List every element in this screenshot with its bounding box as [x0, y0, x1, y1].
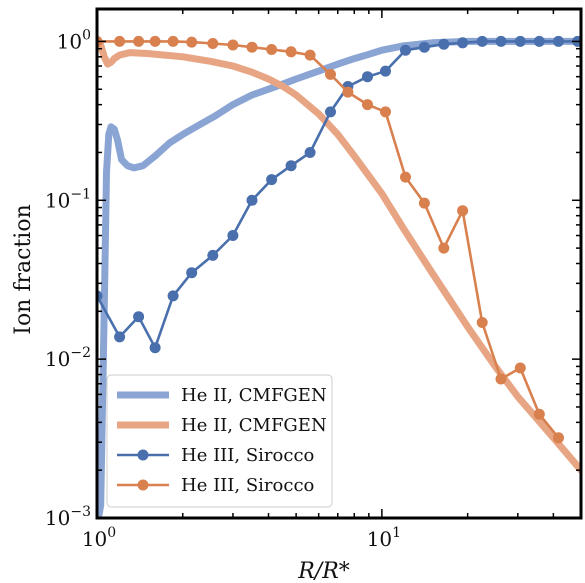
ticks-layer: 10−3 10−2 10−1 100 100 101	[45, 9, 582, 551]
series-2-point	[266, 174, 278, 186]
series-2-point	[553, 35, 564, 47]
series-2-point	[114, 331, 126, 343]
series-3-point	[207, 38, 219, 49]
series-2-point	[133, 311, 145, 323]
y-axis-label: Ion fraction	[11, 204, 36, 335]
series-2-point	[227, 230, 239, 241]
series-3-point	[114, 35, 126, 47]
series-2-point	[167, 290, 179, 302]
y-tick-label: 10−1	[45, 186, 91, 212]
legend-label-2: He III, Sirocco	[181, 445, 314, 466]
series-3-point	[149, 35, 161, 47]
series-3-point	[266, 44, 278, 55]
x-tick-label: 100	[82, 525, 116, 551]
series-3-point	[246, 41, 258, 53]
series-3-point	[438, 242, 450, 254]
x-tick-label: 101	[367, 525, 401, 551]
legend-marker-3	[137, 479, 149, 491]
y-tick-label: 100	[57, 27, 91, 53]
series-line-0	[97, 37, 581, 518]
series-3-point	[533, 408, 545, 420]
series-2-point	[418, 41, 430, 53]
series-3-point	[186, 36, 198, 48]
legend-box	[106, 374, 333, 508]
y-tick-label: 10−3	[45, 504, 91, 530]
y-tick-label: 10−2	[45, 345, 91, 371]
series-3-point	[495, 373, 507, 385]
legend-label-0: He II, CMFGEN	[181, 385, 327, 406]
series-2-point	[533, 35, 545, 47]
series-2-point	[495, 35, 507, 47]
series-3-point	[285, 46, 297, 58]
series-2-point	[400, 44, 411, 56]
series-3-point	[227, 39, 239, 51]
series-2-point	[514, 35, 526, 47]
series-2-point	[207, 249, 219, 261]
series-3-point	[304, 49, 316, 61]
series-3-point	[400, 171, 411, 183]
series-2-point	[362, 71, 373, 83]
series-3-point	[342, 86, 354, 98]
series-3-point	[553, 432, 564, 444]
series-3-point	[476, 317, 488, 328]
legend-label-1: He II, CMFGEN	[181, 415, 327, 436]
series-3-point	[457, 205, 469, 217]
series-2-point	[285, 160, 297, 172]
series-3-point	[380, 106, 391, 118]
series-3-point	[325, 68, 336, 80]
legend: He II, CMFGEN He II, CMFGEN He III, Sirocc…	[106, 374, 333, 508]
series-2-point	[304, 147, 316, 158]
legend-marker-2	[137, 449, 149, 461]
series-layer	[97, 35, 581, 518]
series-2-point	[380, 65, 391, 77]
series-3-point	[418, 197, 430, 209]
series-3-point	[167, 35, 179, 47]
series-2-point	[325, 106, 336, 118]
series-3-point	[514, 362, 526, 374]
series-2-point	[476, 35, 488, 47]
series-2-point	[149, 342, 161, 354]
series-3-point	[133, 35, 145, 47]
x-axis-label: R/R*	[297, 559, 350, 583]
series-3-point	[362, 99, 373, 111]
series-line-1	[97, 37, 581, 474]
series-line-2	[97, 40, 580, 350]
series-2-point	[457, 37, 469, 49]
series-2-point	[186, 267, 198, 279]
series-2-point	[438, 38, 450, 50]
legend-label-3: He III, Sirocco	[181, 475, 314, 496]
series-2-point	[246, 194, 258, 206]
